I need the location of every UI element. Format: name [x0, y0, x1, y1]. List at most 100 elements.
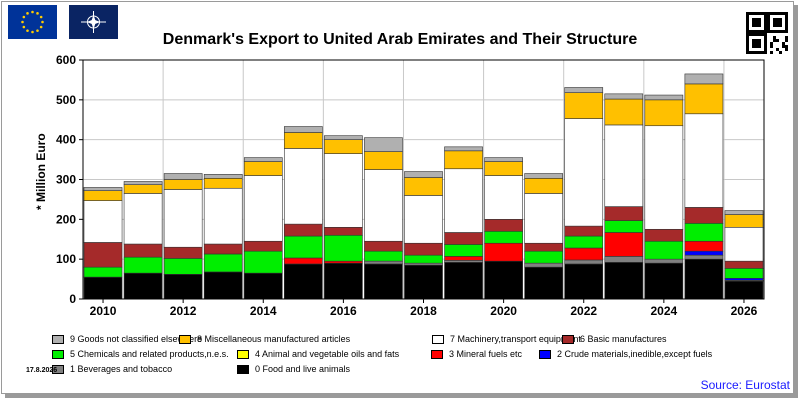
nato-flag-icon [69, 5, 118, 39]
bar-segment [364, 137, 403, 152]
bar-segment [243, 161, 283, 176]
legend-swatch [539, 349, 551, 359]
bar-segment [564, 235, 604, 249]
bar-segment [684, 254, 724, 260]
bar-segment [564, 87, 604, 93]
bar-segment [364, 169, 403, 242]
date-stamp: 17.8.2026 [26, 367, 58, 374]
bar-segment [604, 206, 644, 221]
y-tick-label: 600 [56, 53, 76, 67]
bar-segment [123, 193, 163, 245]
bar-segment [604, 93, 644, 100]
bar-segment [243, 272, 283, 300]
bar-segment [724, 268, 764, 279]
y-tick-label: 400 [56, 133, 76, 147]
legend-label: 0 Food and live animals [255, 364, 351, 374]
bar-segment [324, 139, 363, 154]
legend-item: 1 Beverages and tobacco [52, 364, 172, 374]
x-tick-label: 2012 [170, 304, 197, 318]
bar-segment [524, 178, 564, 194]
y-tick-label: 200 [56, 212, 76, 226]
bar-segment [404, 195, 443, 244]
legend-swatch [179, 334, 191, 344]
bar-segment [163, 173, 203, 180]
bar-segment [404, 254, 443, 264]
bar-segment [243, 157, 283, 162]
x-tick-label: 2024 [651, 304, 678, 318]
bar-segment [484, 219, 523, 232]
bar-segment [564, 225, 604, 237]
bar-segment [604, 256, 644, 263]
legend-item: 4 Animal and vegetable oils and fats [237, 349, 399, 359]
bar-segment [644, 258, 684, 264]
bar-segment [604, 220, 644, 233]
x-tick-label: 2026 [731, 304, 758, 318]
y-tick-label: 500 [56, 93, 76, 107]
bar-segment [644, 262, 684, 300]
bar-segment [564, 92, 604, 119]
bar-segment [283, 257, 323, 265]
bar-segment [163, 179, 203, 190]
bar-segment [364, 263, 403, 300]
bar-segment [83, 190, 123, 201]
legend-swatch [432, 334, 444, 344]
bar-segment [524, 242, 564, 252]
bar-segment [724, 210, 764, 215]
bar-segment [283, 148, 323, 225]
bar-segment [444, 150, 483, 170]
bar-segment [684, 83, 724, 115]
bar-segment [243, 240, 283, 252]
bar-segment [684, 113, 724, 208]
bar-segment [524, 266, 564, 300]
bar-segment [123, 256, 163, 274]
y-tick-label: 300 [56, 173, 76, 187]
bar-segment [83, 187, 123, 191]
bar-segment [604, 124, 644, 207]
legend-label: 7 Machinery,transport equipment [450, 334, 581, 344]
bar-segment [444, 232, 483, 245]
bar-segment [684, 223, 724, 242]
bar-segment [404, 171, 443, 178]
bar-segment [444, 146, 483, 152]
bar-segment [283, 132, 323, 149]
bar-segment [724, 280, 764, 300]
x-tick-label: 2014 [250, 304, 277, 318]
bar-segment [684, 250, 724, 256]
bar-segment [324, 227, 363, 236]
bar-segment [123, 272, 163, 300]
bar-segment [564, 247, 604, 261]
legend-item: 3 Mineral fuels etc [431, 349, 522, 359]
x-tick-label: 2016 [330, 304, 357, 318]
chart-title: Denmark's Export to United Arab Emirates… [162, 31, 638, 48]
legend-item: 8 Miscellaneous manufactured articles [179, 334, 350, 344]
bar-segment [283, 223, 323, 237]
legend-swatch [52, 364, 64, 374]
bar-segment [364, 240, 403, 252]
x-tick-label: 2020 [490, 304, 517, 318]
x-tick-label: 2022 [570, 304, 597, 318]
legend-label: 1 Beverages and tobacco [70, 364, 173, 374]
legend-item: 2 Crude materials,inedible,except fuels [539, 349, 712, 359]
bar-segment [83, 200, 123, 243]
bar-segment [83, 266, 123, 278]
bar-segment [123, 243, 163, 258]
x-tick-label: 2018 [410, 304, 437, 318]
bar-segment [524, 173, 564, 179]
bar-segment [644, 228, 684, 242]
legend-swatch [237, 349, 249, 359]
bar-segment [404, 242, 443, 256]
legend-label: 3 Mineral fuels etc [449, 349, 523, 359]
bar-segment [444, 256, 483, 261]
bar-segment [564, 118, 604, 227]
bar-segment [163, 246, 203, 259]
bar-segment [484, 161, 523, 176]
legend-swatch [52, 334, 64, 344]
bar-segment [524, 193, 564, 244]
bar-segment [724, 260, 764, 269]
bar-segment [123, 181, 163, 185]
bar-segment [203, 187, 243, 245]
bar-segment [163, 258, 203, 275]
bar-segment [484, 260, 523, 300]
legend-item: 0 Food and live animals [237, 364, 350, 374]
